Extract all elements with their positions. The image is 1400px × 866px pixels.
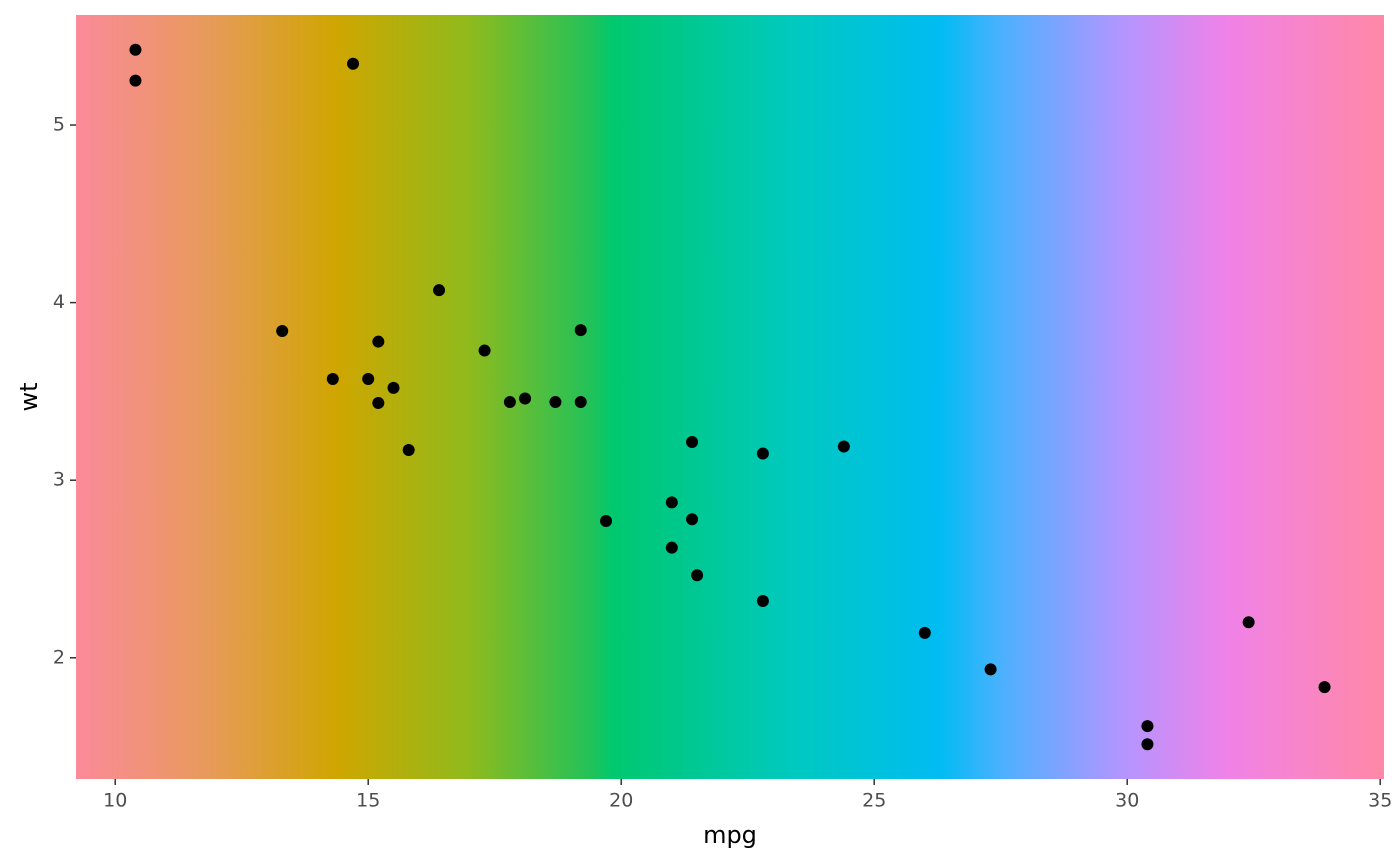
point [129, 43, 142, 56]
point [686, 436, 699, 449]
y-tick-label: 5 [53, 114, 65, 136]
point [691, 569, 704, 582]
point [347, 57, 360, 70]
point [1318, 681, 1331, 694]
point [686, 513, 699, 526]
point [984, 663, 997, 676]
point [549, 396, 562, 409]
x-tick-label: 10 [103, 790, 127, 812]
x-tick-label: 25 [862, 790, 886, 812]
point [519, 392, 532, 405]
point [756, 594, 769, 607]
point [574, 324, 587, 337]
point [665, 541, 678, 554]
x-axis-title: mpg [703, 821, 757, 849]
point [574, 396, 587, 409]
point [1141, 720, 1154, 733]
point [362, 372, 375, 385]
point [1242, 616, 1255, 629]
point [129, 74, 142, 87]
x-tick-label: 30 [1115, 790, 1139, 812]
point [600, 515, 613, 528]
point [1141, 738, 1154, 751]
point [276, 325, 289, 338]
point [665, 496, 678, 509]
point [387, 381, 400, 394]
y-axis-title: wt [15, 382, 43, 411]
point [478, 344, 491, 357]
point [372, 396, 385, 409]
plot-background [76, 15, 1384, 779]
y-tick-label: 4 [53, 291, 65, 313]
x-tick-label: 15 [356, 790, 380, 812]
x-tick-label: 35 [1368, 790, 1392, 812]
y-tick-label: 3 [53, 469, 65, 491]
point [433, 284, 446, 297]
point [756, 447, 769, 460]
point [918, 626, 931, 639]
x-tick-label: 20 [609, 790, 633, 812]
point [372, 335, 385, 348]
point [503, 396, 516, 409]
point [326, 372, 339, 385]
point [402, 444, 415, 457]
point [837, 440, 850, 453]
y-tick-label: 2 [53, 646, 65, 668]
